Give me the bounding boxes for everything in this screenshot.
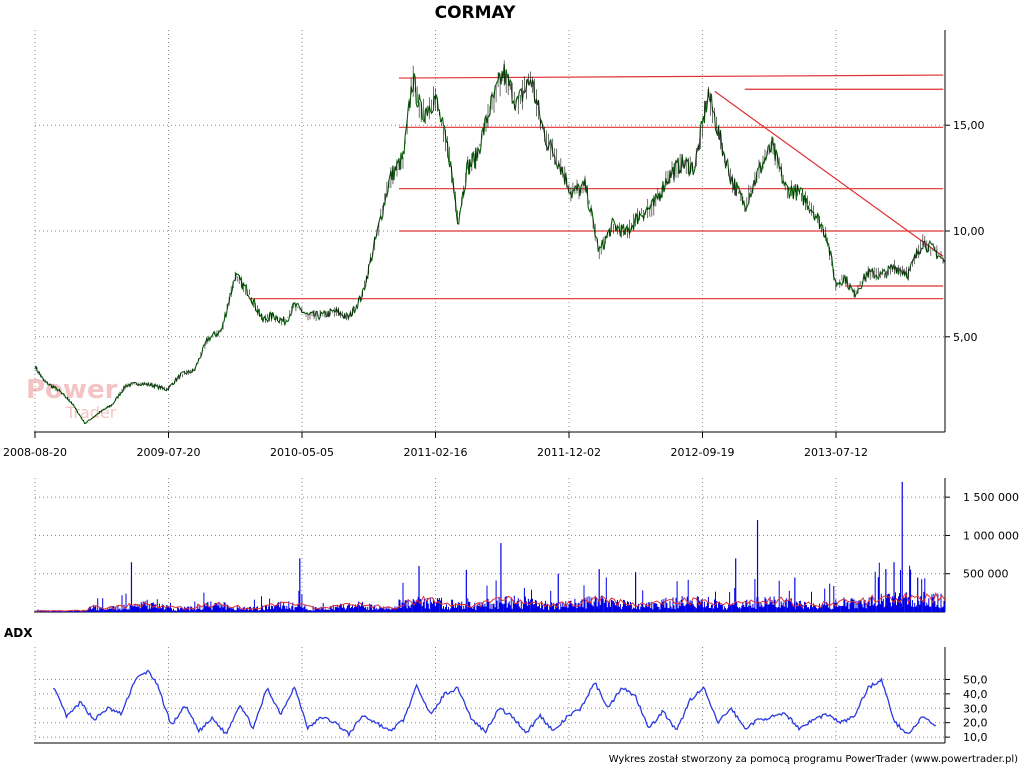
adx-tick-label: 20,0 xyxy=(963,717,988,730)
x-tick-label: 2013-07-12 xyxy=(804,446,868,459)
chart-title: CORMAY xyxy=(435,3,516,23)
y-tick-label: 10,00 xyxy=(953,225,985,238)
adx-tick-label: 10,0 xyxy=(963,731,988,744)
footer-credit: Wykres został stworzony za pomocą progra… xyxy=(609,754,1018,765)
x-tick-label: 2008-08-20 xyxy=(3,446,67,459)
price-panel: 2008-08-20 2009-07-20 2010-05-05 2011-02-16… xyxy=(3,30,985,459)
volume-tick-label: 1 500 000 xyxy=(963,491,1019,504)
volume-tick-label: 1 000 000 xyxy=(963,529,1019,542)
adx-tick-label: 40,0 xyxy=(963,688,988,701)
volume-average-line xyxy=(34,591,946,612)
volume-tick-label: 500 000 xyxy=(963,568,1009,581)
watermark-line1: Power xyxy=(26,375,118,405)
y-tick-label: 5,00 xyxy=(953,331,978,344)
x-tick-label: 2010-05-05 xyxy=(270,446,334,459)
y-tick-label: 15,00 xyxy=(953,119,985,132)
price-candle-wicks xyxy=(34,60,946,424)
adx-title: ADX xyxy=(4,626,33,640)
volume-bars xyxy=(34,562,946,612)
powertrader-watermark: Power Trader xyxy=(26,375,118,422)
price-series-line xyxy=(34,64,946,424)
adx-series-line xyxy=(52,669,937,738)
watermark-line2: Trader xyxy=(65,403,117,422)
x-tick-label: 2011-02-16 xyxy=(404,446,468,459)
adx-tick-label: 50,0 xyxy=(963,673,988,686)
adx-panel: ADX 10,020,0 30,040,0 50,0 xyxy=(4,626,988,744)
trend-line xyxy=(714,90,944,257)
x-tick-label: 2012-09-19 xyxy=(671,446,735,459)
resistance-line xyxy=(398,74,944,79)
volume-panel: 500 000 1 000 000 1 500 000 xyxy=(34,478,1019,613)
x-tick-label: 2009-07-20 xyxy=(137,446,201,459)
x-tick-label: 2011-12-02 xyxy=(537,446,601,459)
adx-tick-label: 30,0 xyxy=(963,702,988,715)
